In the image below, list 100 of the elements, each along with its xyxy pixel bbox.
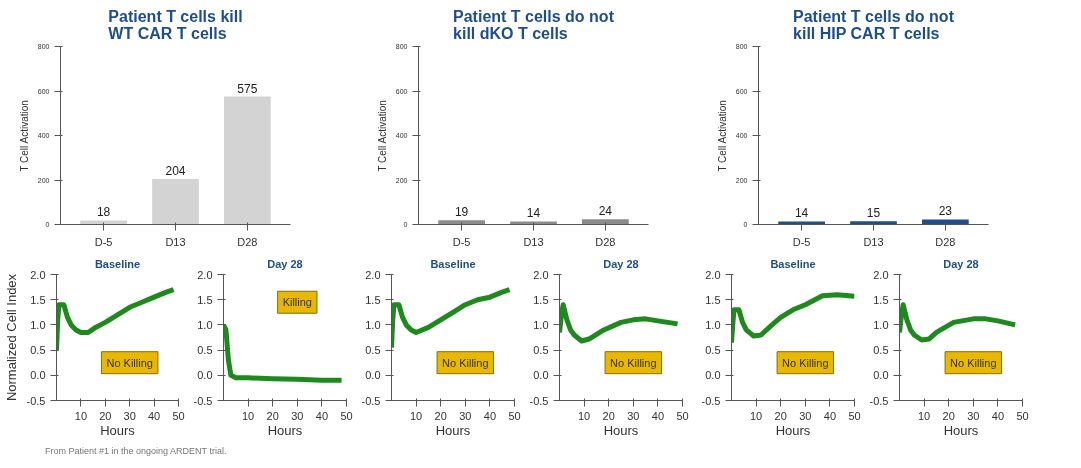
data-label: 19 <box>454 205 469 220</box>
y-tick-label: 1.5 <box>30 293 46 306</box>
annotation: No Killing <box>442 356 489 369</box>
x-tick-label: 20 <box>434 409 447 422</box>
x-axis-title: Hours <box>100 422 136 438</box>
chart-title: Baseline <box>770 257 816 270</box>
annotation: No Killing <box>950 356 997 369</box>
bar <box>152 179 199 225</box>
x-tick-label: D28 <box>935 235 956 248</box>
y-tick-label: 1.5 <box>197 293 213 306</box>
x-tick-label: 40 <box>147 409 161 422</box>
y-tick-label: 0.0 <box>197 369 213 382</box>
x-tick-label: 40 <box>483 409 497 422</box>
x-axis-title: Hours <box>943 422 979 438</box>
y-tick-label: 1.0 <box>533 318 549 331</box>
y-tick-label: 0.0 <box>365 369 381 382</box>
y-tick-label: 0.5 <box>705 344 721 357</box>
x-axis-title: Hours <box>435 422 471 438</box>
data-label: 14 <box>794 206 809 221</box>
x-tick-label: 50 <box>508 409 521 422</box>
chart-title: Patient T cells do not kill dKO T cells <box>453 7 615 42</box>
data-label: 15 <box>866 206 881 221</box>
y-tick-label: 1.5 <box>873 293 889 306</box>
x-tick-label: 50 <box>340 409 353 422</box>
chart-title: Baseline <box>94 257 141 270</box>
annotation: Killing <box>282 296 312 309</box>
y-tick-label: 2.0 <box>533 268 549 281</box>
data-label: 204 <box>165 164 186 179</box>
x-tick-label: 10 <box>409 409 423 422</box>
x-tick-label: 40 <box>823 409 837 422</box>
x-tick-label: 10 <box>749 409 763 422</box>
x-axis-title: Hours <box>775 422 811 438</box>
y-tick-label: 0.5 <box>365 344 381 357</box>
chart-title: Patient T cells do not kill HIP CAR T cells <box>793 7 955 42</box>
y-tick-label: 0.5 <box>533 344 549 357</box>
x-tick-label: 40 <box>315 409 329 422</box>
y-tick-label: -0.5 <box>26 394 46 407</box>
y-tick-label: -0.5 <box>869 394 889 407</box>
annotation: No Killing <box>610 356 657 369</box>
x-tick-label: 40 <box>991 409 1005 422</box>
y-tick-label: 1.0 <box>873 318 889 331</box>
y-tick-label: 1.5 <box>533 293 549 306</box>
x-tick-label: D28 <box>595 235 616 248</box>
y-tick-label: 0.5 <box>197 344 213 357</box>
x-tick-label: 50 <box>848 409 861 422</box>
y-tick-label: 0.0 <box>533 369 549 382</box>
chart-title: Baseline <box>430 257 476 270</box>
y-tick-label: 2.0 <box>365 268 381 281</box>
y-tick-label: 0.0 <box>705 369 721 382</box>
x-tick-label: D-5 <box>94 235 113 248</box>
x-tick-label: 30 <box>967 409 980 422</box>
y-tick-label: 1.0 <box>365 318 381 331</box>
y-axis-title: T Cell Activation <box>376 100 388 172</box>
x-tick-label: 50 <box>172 409 185 422</box>
y-tick-label: 0.0 <box>30 369 46 382</box>
x-tick-label: 50 <box>1016 409 1029 422</box>
x-tick-label: 30 <box>799 409 812 422</box>
data-label: 14 <box>526 206 541 221</box>
x-tick-label: 30 <box>459 409 472 422</box>
data-label: 23 <box>938 204 953 219</box>
y-tick-label: 1.0 <box>705 318 721 331</box>
chart-title: Day 28 <box>267 257 303 270</box>
chart-title: Day 28 <box>943 257 979 270</box>
y-axis-title: T Cell Activation <box>18 100 30 172</box>
y-tick-label: -0.5 <box>361 394 381 407</box>
data-label: 18 <box>96 205 111 220</box>
y-tick-label: 0.0 <box>873 369 889 382</box>
y-tick-label: 2.0 <box>873 268 889 281</box>
x-tick-label: 10 <box>577 409 591 422</box>
x-tick-label: 10 <box>74 409 88 422</box>
y-tick-label: 2.0 <box>30 268 46 281</box>
y-axis-title: Normalized Cell Index <box>3 273 19 402</box>
x-tick-label: D28 <box>237 235 258 248</box>
x-tick-label: 50 <box>676 409 689 422</box>
y-tick-label: 2.0 <box>705 268 721 281</box>
data-label: 24 <box>598 204 613 219</box>
x-tick-label: 20 <box>99 409 112 422</box>
x-tick-label: 20 <box>942 409 955 422</box>
y-tick-label: 1.0 <box>197 318 213 331</box>
y-tick-label: -0.5 <box>193 394 213 407</box>
x-tick-label: 30 <box>123 409 136 422</box>
y-tick-label: 1.0 <box>30 318 46 331</box>
y-tick-label: 1.5 <box>365 293 381 306</box>
y-tick-label: 2.0 <box>197 268 213 281</box>
y-tick-label: 0.5 <box>873 344 889 357</box>
x-tick-label: 30 <box>291 409 304 422</box>
x-tick-label: 10 <box>241 409 255 422</box>
x-tick-label: 10 <box>917 409 931 422</box>
x-tick-label: D-5 <box>452 235 471 248</box>
x-tick-label: 20 <box>266 409 279 422</box>
y-axis-title: T Cell Activation <box>716 100 728 172</box>
x-axis-title: Hours <box>603 422 639 438</box>
data-label: 575 <box>237 81 258 96</box>
x-tick-label: 20 <box>774 409 787 422</box>
x-tick-label: 30 <box>627 409 640 422</box>
text: From Patient #1 in the ongoing ARDENT trial. <box>45 445 227 458</box>
chart-title: Patient T cells kill WT CAR T cells <box>108 7 243 42</box>
chart-title: Day 28 <box>603 257 639 270</box>
bar <box>224 96 271 225</box>
y-tick-label: -0.5 <box>529 394 549 407</box>
